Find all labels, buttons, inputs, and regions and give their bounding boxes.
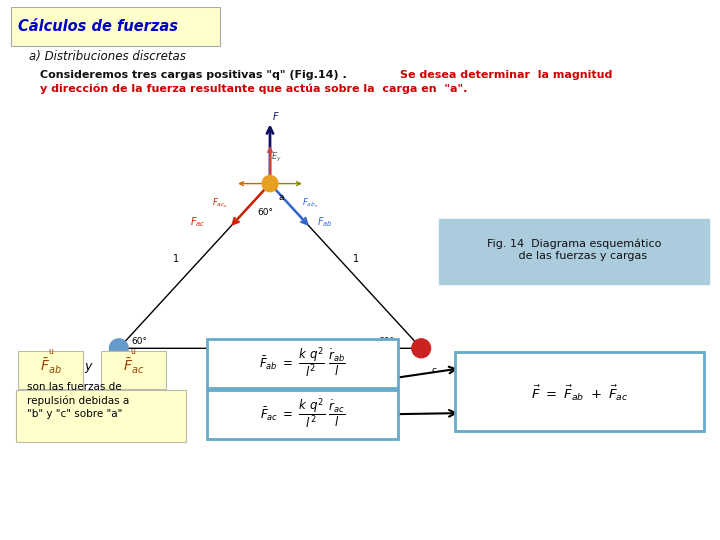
Text: $F$: $F$ [272,110,280,123]
FancyBboxPatch shape [16,390,186,442]
FancyBboxPatch shape [207,339,398,388]
Text: $\bar{F}_{ab}\ =\ \dfrac{k\ q^2}{l^2}\ \dfrac{\dot{r}_{ab}}{l}$: $\bar{F}_{ab}\ =\ \dfrac{k\ q^2}{l^2}\ \… [259,346,346,380]
Text: a: a [279,193,284,202]
FancyBboxPatch shape [101,351,166,389]
Text: Consideremos tres cargas positivas "q" (Fig.14) .: Consideremos tres cargas positivas "q" (… [40,70,354,79]
FancyBboxPatch shape [455,352,704,431]
Text: 1: 1 [173,254,179,264]
Text: $E_y$: $E_y$ [271,151,282,164]
Text: $\bar{F}_{ac}$: $\bar{F}_{ac}$ [122,356,144,376]
Text: $\bar{F}_{ac}\ =\ \dfrac{k\ q^2}{l^2}\ \dfrac{\dot{r}_{ac}}{l}$: $\bar{F}_{ac}\ =\ \dfrac{k\ q^2}{l^2}\ \… [260,397,345,431]
Ellipse shape [109,339,128,357]
FancyBboxPatch shape [207,390,398,439]
Text: b: b [112,366,118,375]
Text: $F_{ab_x}$: $F_{ab_x}$ [302,196,319,210]
FancyBboxPatch shape [18,351,83,389]
Text: $\vec{F}\ =\ \vec{F}_{ab}\ +\ \vec{F}_{ac}$: $\vec{F}\ =\ \vec{F}_{ab}\ +\ \vec{F}_{a… [531,383,629,403]
Text: $F_{ac}$: $F_{ac}$ [189,215,205,229]
Text: 60°: 60° [378,337,394,346]
Text: y dirección de la fuerza resultante que actúa sobre la  carga en  "a".: y dirección de la fuerza resultante que … [40,83,467,94]
Text: $\bar{F}_{ab}$: $\bar{F}_{ab}$ [40,356,61,376]
Text: Se desea determinar  la magnitud: Se desea determinar la magnitud [400,70,612,79]
Text: Fig. 14  Diagrama esquemático
     de las fuerzas y cargas: Fig. 14 Diagrama esquemático de las fuer… [487,239,662,260]
FancyBboxPatch shape [439,219,709,284]
Text: a) Distribuciones discretas: a) Distribuciones discretas [29,50,186,63]
Text: c: c [431,366,436,375]
Ellipse shape [412,339,431,357]
Text: 60°: 60° [257,208,273,217]
Text: 1: 1 [353,254,359,264]
Text: son las fuerzas de
repulsión debidas a
"b" y "c" sobre "a": son las fuerzas de repulsión debidas a "… [27,382,130,419]
Text: u: u [131,347,135,356]
Text: $F_{ab}$: $F_{ab}$ [317,215,333,229]
Text: y: y [84,360,91,373]
Text: 60°: 60° [132,337,148,346]
FancyBboxPatch shape [11,7,220,46]
Ellipse shape [262,176,278,192]
Text: $F_{ac_x}$: $F_{ac_x}$ [212,196,228,210]
Text: 1: 1 [263,356,269,367]
Text: u: u [48,347,53,356]
Text: Cálculos de fuerzas: Cálculos de fuerzas [18,19,178,34]
